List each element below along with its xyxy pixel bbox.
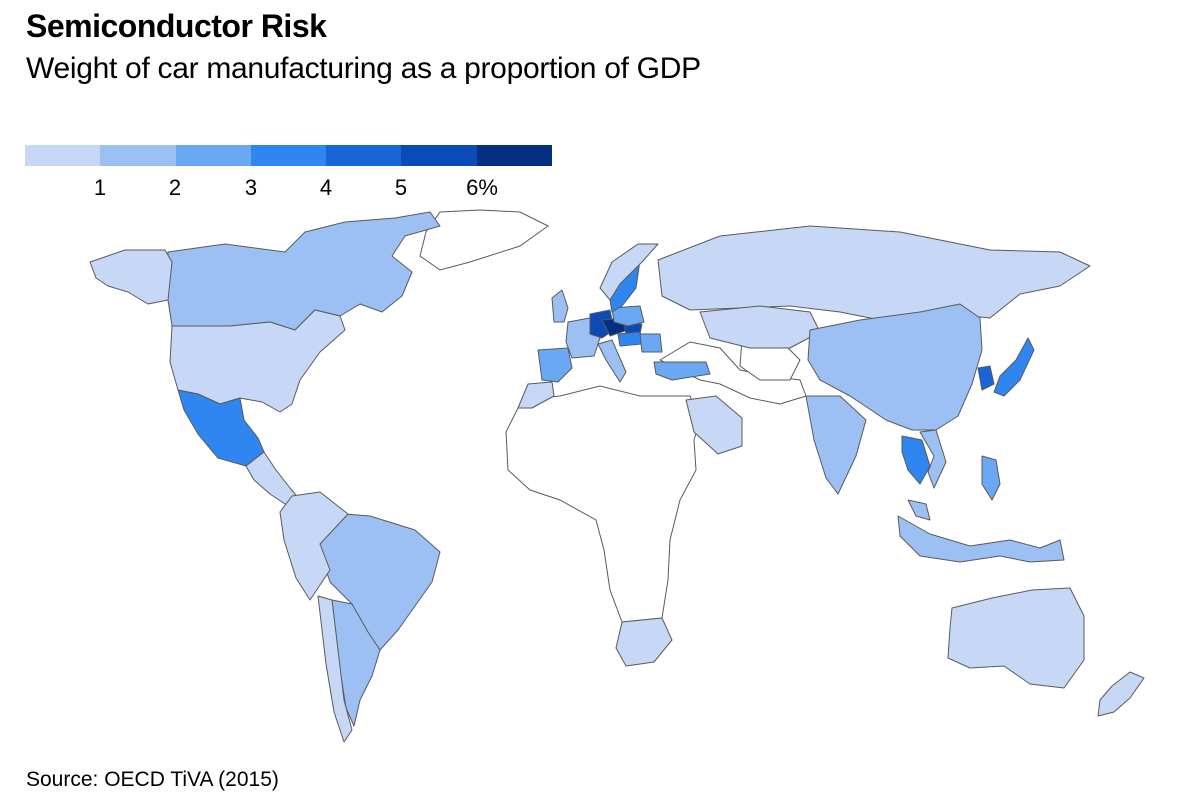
region-india [805,395,867,495]
world-map [89,209,1145,743]
region-indonesia [897,515,1065,563]
region-kazakhstan [699,305,821,349]
legend-bin-4 [326,145,402,166]
legend-tick-2: 2 [168,175,182,200]
region-mexico [177,389,265,467]
legend-bin-2 [175,145,251,166]
region-western-south-america [279,491,349,601]
region-alaska [89,249,173,305]
map-regions [89,209,1145,743]
region-hungary [617,331,643,347]
source-note: Source: OECD TiVA (2015) [26,768,279,791]
legend-tick-5: 5 [394,175,408,200]
legend-bin-6 [476,145,552,166]
region-vietnam [919,429,947,489]
region-romania [639,333,663,353]
legend-bin-5 [401,145,477,166]
region-philippines [981,455,1001,501]
legend-tick-4: 4 [319,175,333,200]
region-united-kingdom [551,289,569,323]
legend-tick-1: 1 [93,175,107,200]
unshaded-land-2 [505,385,701,623]
region-poland [611,305,645,327]
chart-title: Semiconductor Risk [26,8,327,44]
legend-tick-6: 6% [466,175,498,200]
region-south-africa [615,617,673,667]
region-turkey [653,361,711,381]
color-legend: 1 2 3 4 5 6% [25,145,552,205]
region-china [807,303,983,431]
legend-bin-3 [250,145,327,166]
region-saudi-arabia [685,395,743,455]
region-thailand [901,435,931,485]
region-iberia [537,347,573,383]
legend-bin-0 [25,145,101,166]
region-chile [317,595,353,743]
region-morocco [517,381,555,409]
region-canada [167,211,441,331]
region-norway [599,243,659,301]
region-japan [993,337,1035,397]
unshaded-land-3 [658,341,807,405]
legend-tick-3: 3 [244,175,258,200]
region-russia [657,225,1091,321]
unshaded-land-1 [419,209,549,271]
region-italy [597,339,627,383]
region-malaysia [907,499,931,521]
legend-color-bar [25,145,552,166]
chart-subtitle: Weight of car manufacturing as a proport… [26,52,701,85]
region-new-zealand [1097,671,1145,717]
region-south-korea [977,365,995,391]
region-australia [947,587,1085,689]
legend-bin-1 [100,145,176,166]
